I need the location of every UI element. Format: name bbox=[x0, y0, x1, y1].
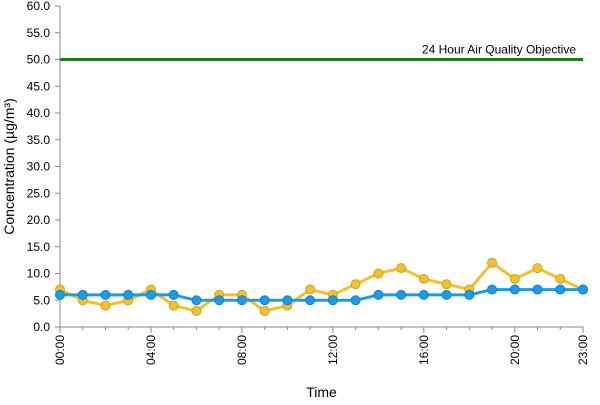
series-2-point bbox=[55, 289, 65, 300]
y-tick-label: 45.0 bbox=[27, 79, 51, 93]
y-tick-label: 60.0 bbox=[27, 0, 51, 13]
y-tick-label: 25.0 bbox=[27, 186, 51, 200]
x-tick-label: 23:00 bbox=[576, 335, 590, 365]
series-1-point bbox=[373, 268, 384, 279]
series-2-point bbox=[282, 295, 293, 306]
x-tick-label: 12:00 bbox=[326, 335, 340, 365]
series-2-point bbox=[578, 284, 588, 295]
series-2-point bbox=[396, 289, 407, 300]
x-tick-label: 16:00 bbox=[417, 335, 431, 365]
x-tick-label: 04:00 bbox=[144, 335, 158, 365]
series-1-point bbox=[396, 263, 407, 274]
series-layer bbox=[55, 257, 588, 316]
series-2-point bbox=[214, 295, 225, 306]
x-axis-title: Time bbox=[306, 384, 337, 400]
series-2-point bbox=[77, 289, 88, 300]
y-axis-ticks: 0.0 5.0 10.0 15.0 20.0 25.0 30.0 35.0 40.0 45.0 50… bbox=[27, 0, 60, 334]
series-2-point bbox=[100, 289, 111, 300]
reference-line-label: 24 Hour Air Quality Objective bbox=[422, 43, 576, 57]
series-2-point bbox=[555, 284, 566, 295]
y-tick-label: 35.0 bbox=[27, 133, 51, 147]
series-1-point bbox=[305, 284, 316, 295]
series-2-point bbox=[191, 295, 202, 306]
series-2-point bbox=[327, 295, 338, 306]
x-tick-label: 20:00 bbox=[508, 335, 522, 365]
series-2-point bbox=[464, 289, 475, 300]
y-axis-title: Concentration (µg/m³) bbox=[1, 98, 17, 234]
series-1-point bbox=[168, 300, 179, 311]
series-1-point bbox=[487, 257, 498, 268]
series-1-point bbox=[191, 305, 202, 316]
x-tick-label: 00:00 bbox=[53, 335, 67, 365]
series-2-point bbox=[259, 295, 270, 306]
y-tick-label: 5.0 bbox=[33, 293, 50, 307]
series-1-point bbox=[509, 273, 520, 284]
series-2-point bbox=[441, 289, 452, 300]
series-2 bbox=[55, 284, 588, 306]
y-tick-label: 20.0 bbox=[27, 213, 51, 227]
series-2-point bbox=[123, 289, 134, 300]
y-tick-label: 30.0 bbox=[27, 160, 51, 174]
y-tick-label: 55.0 bbox=[27, 26, 51, 40]
reference-lines: 24 Hour Air Quality Objective bbox=[60, 43, 583, 61]
series-2-point bbox=[350, 295, 361, 306]
series-2-point bbox=[532, 284, 543, 295]
x-axis-ticks: 00:00 04:00 08:00 12:00 16:00 20:00 23:00 bbox=[53, 327, 590, 365]
series-2-point bbox=[487, 284, 498, 295]
series-2-point bbox=[145, 289, 156, 300]
y-tick-label: 15.0 bbox=[27, 240, 51, 254]
series-1-point bbox=[441, 279, 452, 290]
y-tick-label: 10.0 bbox=[27, 267, 51, 281]
x-tick-label: 08:00 bbox=[235, 335, 249, 365]
series-2-point bbox=[418, 289, 429, 300]
series-1 bbox=[55, 257, 588, 316]
series-1-point bbox=[532, 263, 543, 274]
series-2-point bbox=[373, 289, 384, 300]
y-tick-label: 50.0 bbox=[27, 53, 51, 67]
series-2-point bbox=[236, 295, 247, 306]
series-2-point bbox=[305, 295, 316, 306]
series-1-point bbox=[418, 273, 429, 284]
series-2-point bbox=[168, 289, 179, 300]
series-1-point bbox=[100, 300, 111, 311]
series-1-point bbox=[259, 305, 270, 316]
series-2-point bbox=[509, 284, 520, 295]
y-tick-label: 40.0 bbox=[27, 106, 51, 120]
y-tick-label: 0.0 bbox=[33, 320, 50, 334]
series-1-line bbox=[59, 261, 584, 313]
series-1-point bbox=[350, 279, 361, 290]
series-1-point bbox=[555, 273, 566, 284]
